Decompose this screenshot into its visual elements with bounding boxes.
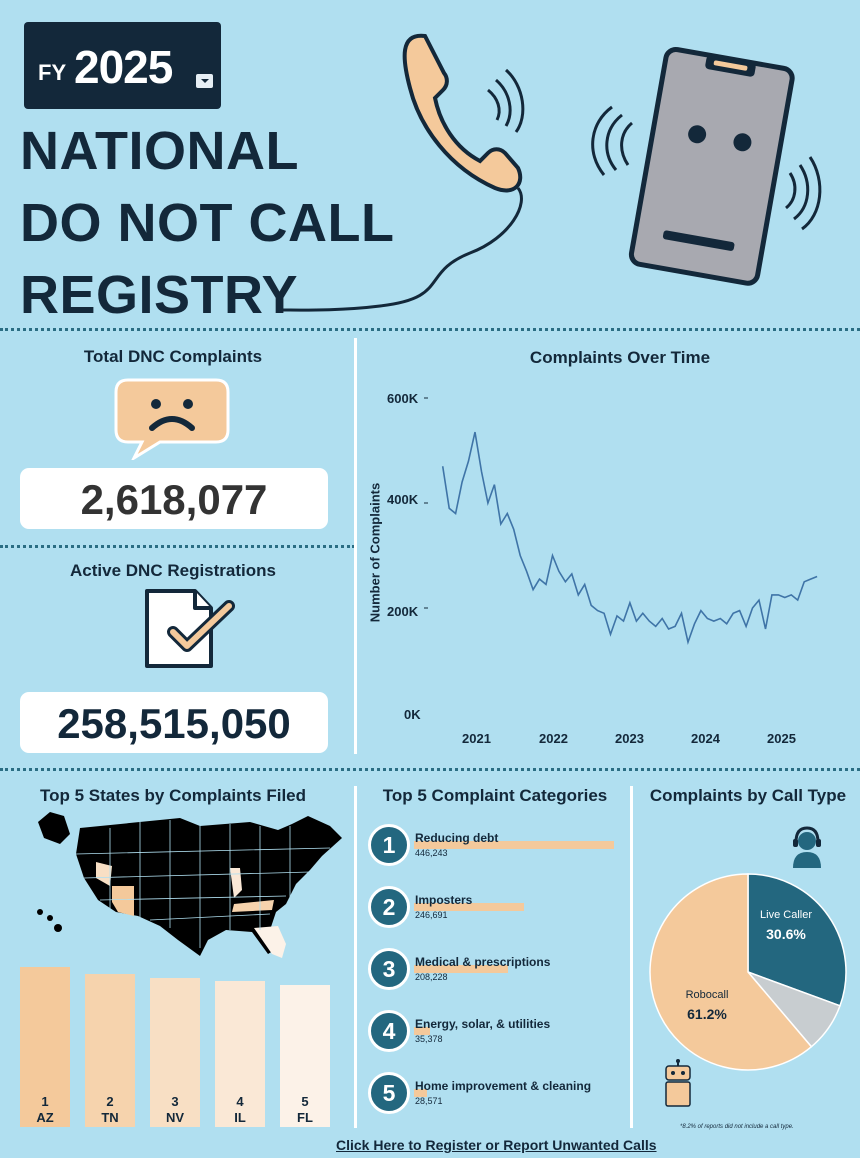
state-rank: 3: [171, 1094, 179, 1109]
category-row[interactable]: 2 Imposters 246,691: [366, 886, 622, 932]
register-report-link[interactable]: Click Here to Register or Report Unwante…: [336, 1137, 657, 1153]
category-bar: [414, 903, 524, 911]
y-tick-label: 0K: [404, 707, 421, 722]
state-bar-az[interactable]: 1 AZ: [20, 967, 70, 1127]
state-nv: [96, 862, 112, 886]
state-tn: [232, 900, 274, 912]
state-code: NV: [165, 1110, 185, 1125]
robot-icon: [665, 1059, 691, 1107]
state-bar-chart: 1 AZ 2 TN 3 NV 4 IL 5 FL: [20, 965, 340, 1127]
state-code: FL: [297, 1110, 313, 1125]
call-type-pie-chart: [649, 873, 847, 1071]
state-rank: 1: [41, 1094, 49, 1109]
state-il: [230, 868, 242, 898]
state-code: IL: [234, 1110, 246, 1125]
state-rank: 2: [106, 1094, 114, 1109]
state-bar-tn[interactable]: 2 TN: [85, 974, 135, 1127]
state-code: TN: [101, 1110, 119, 1125]
category-bar: [414, 965, 508, 973]
pie-slice-robocall[interactable]: [649, 873, 813, 1071]
category-name: Reducing debt: [415, 831, 499, 845]
active-registrations-value: 258,515,050: [20, 692, 328, 753]
x-tick-label: 2022: [539, 731, 568, 746]
state-bar-fl[interactable]: 5 FL: [280, 984, 330, 1127]
category-rank-badge: 3: [368, 948, 410, 990]
section-divider: [0, 328, 860, 331]
category-count: 208,228: [415, 972, 448, 982]
category-rank-badge: 2: [368, 886, 410, 928]
category-row[interactable]: 4 Energy, solar, & utilities 35,378: [366, 1010, 622, 1056]
document-checkmark-icon: [145, 589, 235, 668]
category-bar: [414, 1027, 430, 1035]
category-row[interactable]: 3 Medical & prescriptions 208,228: [366, 948, 622, 994]
vertical-divider: [354, 338, 357, 754]
vertical-divider: [630, 786, 633, 1128]
pie-label-robocall: Robocall: [685, 989, 729, 1001]
state-code: AZ: [36, 1110, 54, 1125]
top-states-title: Top 5 States by Complaints Filed: [39, 786, 307, 805]
fy-year-value: 2025: [74, 41, 173, 93]
y-tick-label: 600K: [387, 391, 419, 406]
category-rank-badge: 4: [368, 1010, 410, 1052]
fiscal-year-selector[interactable]: FY 2025: [24, 22, 221, 109]
category-count: 446,243: [415, 848, 448, 858]
pie-label-live-caller: Live Caller: [760, 909, 812, 921]
x-tick-label: 2025: [767, 731, 796, 746]
category-count: 246,691: [415, 910, 448, 920]
active-registrations-title: Active DNC Registrations: [70, 561, 276, 580]
category-row[interactable]: 1 Reducing debt 446,243: [366, 824, 622, 870]
category-name: Home improvement & cleaning: [415, 1079, 592, 1093]
complaints-series-line[interactable]: [441, 431, 818, 645]
headset-person-icon: [793, 826, 821, 868]
category-rank-badge: 5: [368, 1072, 410, 1114]
category-bar: [414, 1089, 427, 1097]
state-rank: 4: [236, 1094, 244, 1109]
chevron-down-icon[interactable]: [196, 74, 213, 88]
call-type-footnote: *8.2% of reports did not include a call …: [680, 1124, 794, 1130]
category-name: Medical & prescriptions: [415, 955, 551, 969]
state-rank: 5: [301, 1094, 309, 1109]
x-tick-label: 2021: [462, 731, 491, 746]
mobile-phone-icon: [591, 46, 822, 286]
section-divider: [0, 768, 860, 771]
y-tick-label: 200K: [387, 604, 419, 619]
category-rank-badge: 1: [368, 824, 410, 866]
category-count: 28,571: [415, 1096, 443, 1106]
x-tick-label: 2024: [691, 731, 720, 746]
category-name: Energy, solar, & utilities: [415, 1017, 551, 1031]
total-complaints-title: Total DNC Complaints: [83, 347, 263, 366]
x-tick-label: 2023: [615, 731, 644, 746]
state-bar-nv[interactable]: 3 NV: [150, 978, 200, 1127]
complaints-line-chart: [424, 397, 818, 645]
chart-title: Complaints Over Time: [529, 348, 711, 367]
call-type-title: Complaints by Call Type: [649, 786, 847, 805]
top-categories-title: Top 5 Complaint Categories: [382, 786, 608, 805]
state-az: [112, 886, 134, 916]
state-bar-il[interactable]: 4 IL: [215, 981, 265, 1127]
category-name: Imposters: [415, 893, 473, 907]
vertical-divider: [354, 786, 357, 1128]
sad-face-speech-bubble-icon: [114, 378, 230, 460]
category-row[interactable]: 5 Home improvement & cleaning 28,571: [366, 1072, 622, 1118]
total-complaints-value: 2,618,077: [20, 468, 328, 529]
pie-value-live-caller: 30.6%: [766, 926, 806, 942]
category-count: 35,378: [415, 1034, 443, 1044]
category-bar: [414, 841, 614, 849]
pie-value-robocall: 61.2%: [687, 1006, 727, 1022]
telephone-handset-icon: [281, 33, 525, 312]
state-fl: [254, 926, 286, 958]
fy-label: FY: [38, 60, 67, 85]
y-tick-label: 400K: [387, 492, 419, 507]
page-title-line-1: NATIONAL: [20, 121, 299, 181]
kpi-divider: [0, 545, 355, 548]
page-title-line-3: REGISTRY: [20, 265, 299, 325]
us-map[interactable]: [30, 808, 346, 960]
page-title-line-2: DO NOT CALL: [20, 193, 395, 253]
pie-slice-live-caller[interactable]: [747, 873, 847, 1007]
